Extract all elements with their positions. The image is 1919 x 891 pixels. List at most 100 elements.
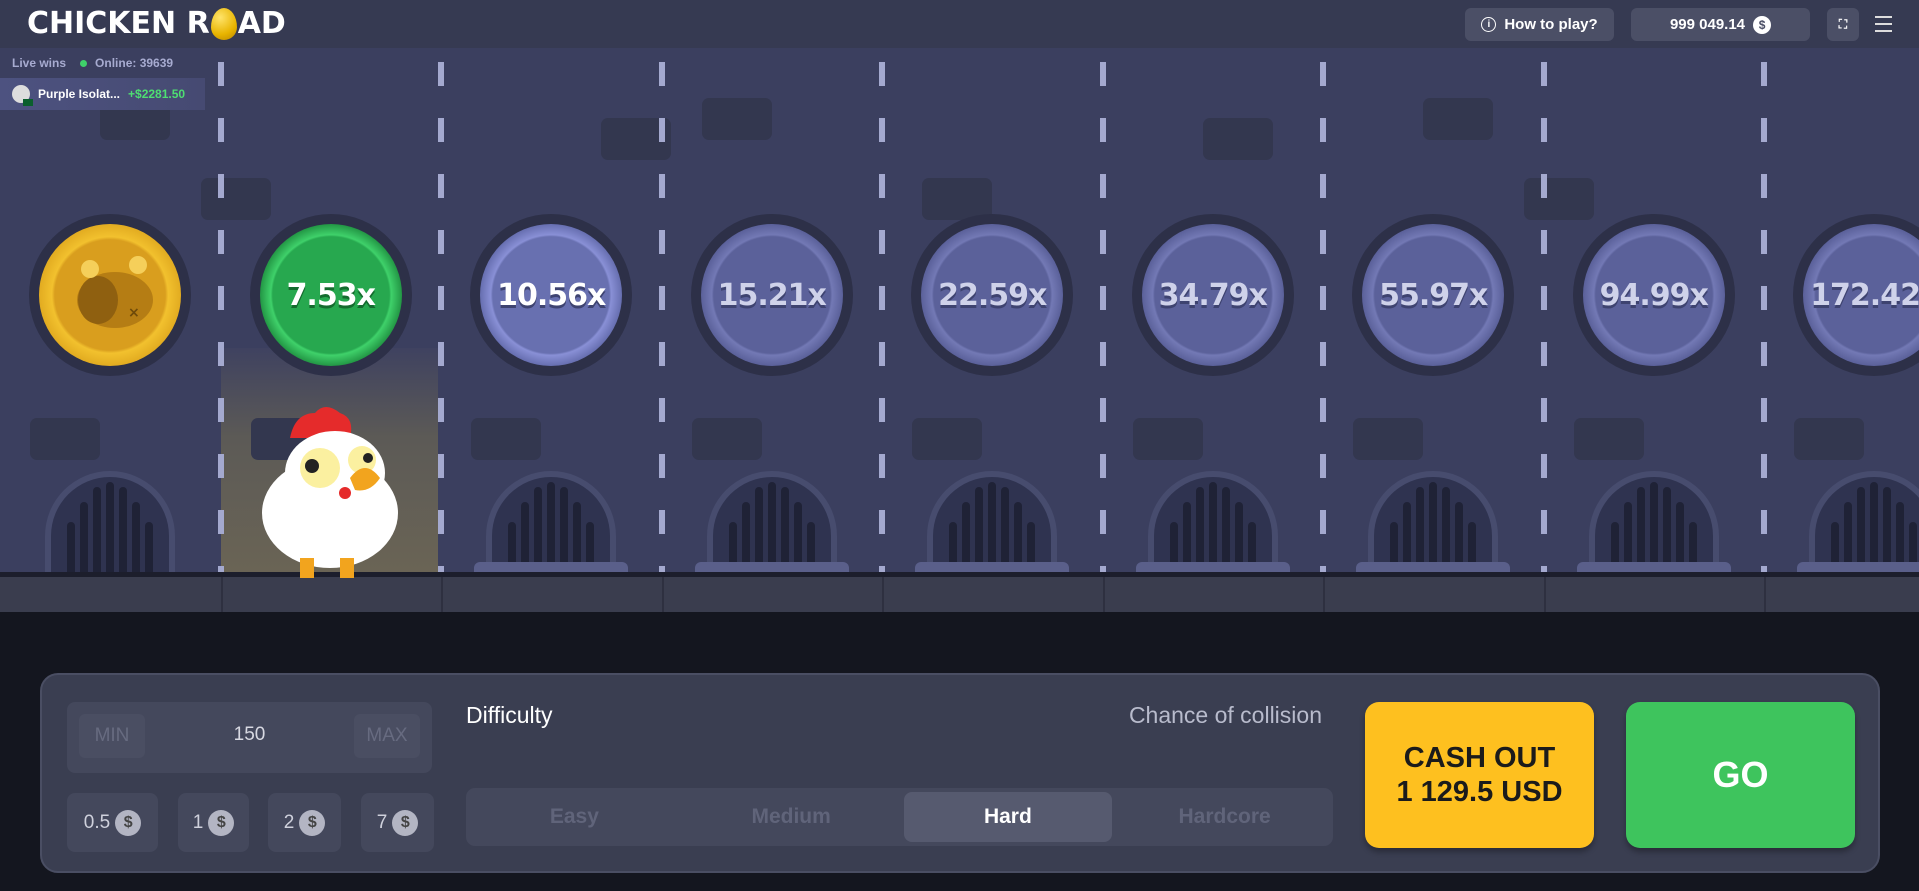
coin-slot: 94.99x [1572,214,1735,376]
roast-chicken-icon: × [77,256,154,328]
wall-brick [922,178,992,220]
max-button[interactable]: MAX [354,714,420,758]
lane-3: 10.56x [441,48,671,572]
difficulty-selector: Easy Medium Hard Hardcore [466,788,1333,846]
win-amount: +$2281.50 [128,87,186,101]
wall-brick [691,418,762,460]
cash-out-label: CASH OUT [1403,742,1556,774]
collected-coin: × [39,224,182,366]
grate-base [1356,562,1511,572]
grate-base [915,562,1070,572]
balance-value: 999 049.14 [1669,16,1746,33]
difficulty-label: Difficulty [466,702,553,728]
wall-brick [1132,418,1203,460]
winner-name: Purple Isolat... [38,87,121,101]
wall-brick [30,418,100,460]
min-button[interactable]: MIN [79,714,145,758]
coin-slot: 34.79x [1131,214,1294,376]
wall-brick [1573,418,1644,460]
wall-brick [1423,98,1493,140]
multiplier-coin: 7.53x [259,224,402,366]
manhole-grate [706,471,837,572]
wall-brick [701,98,772,140]
bet-chip-button[interactable]: 0.5 $ [67,793,158,852]
multiplier-coin: 22.59x [921,224,1064,366]
coin-slot: 55.97x [1352,214,1515,376]
grate-base [1135,562,1290,572]
how-to-play-button[interactable]: i How to play? [1465,8,1614,41]
coin-slot: × [29,214,192,376]
coin-slot: 22.59x [911,214,1074,376]
manhole-grate [45,471,176,572]
curb-segment [1543,577,1765,612]
lane-divider [1761,62,1767,572]
control-panel: MIN 150 MAX 0.5 $1 $2 $7 $ Difficulty Chance… [40,673,1880,873]
lane-divider [217,62,224,572]
lane-6: 34.79x [1103,48,1324,572]
bet-chip-button[interactable]: 2 $ [268,793,341,852]
lane-9: 172.42x [1764,48,1919,572]
online-label: Online: 39639 [95,56,174,70]
how-to-play-label: How to play? [1504,16,1598,33]
manhole-grate [1147,471,1278,572]
wall-brick [1523,178,1594,220]
live-wins-bar: Live wins Online: 39639 [12,56,173,70]
live-wins-label: Live wins [12,56,67,70]
lane-divider [1320,62,1326,572]
dollar-icon: $ [1753,15,1772,34]
wall-brick [912,418,982,460]
coin-slot: 7.53x [249,214,412,376]
header: CHICKEN R AD i How to play? 999 049.14 $ ⛶ [0,0,1919,48]
multiplier-coin: 172.42x [1803,224,1919,366]
bet-chip-button[interactable]: 1 $ [178,793,249,852]
multiplier-coin: 94.99x [1582,224,1725,366]
chip-value: 7 [376,811,388,833]
cash-out-button[interactable]: CASH OUT 1 129.5 USD [1365,702,1594,848]
wall-brick [200,178,271,220]
chip-value: 1 [192,811,204,833]
live-win-item: Purple Isolat... +$2281.50 [0,78,205,110]
difficulty-easy[interactable]: Easy [549,805,599,828]
grate-base [1797,562,1919,572]
bet-value[interactable]: 150 [233,724,266,745]
fullscreen-icon: ⛶ [1838,17,1848,31]
curb-segment [1323,577,1544,612]
lane-5: 22.59x [882,48,1103,572]
game-road: × 7.53x 10.56x 15.21x 22.59x 34.79x 55.97x 94.9… [0,48,1919,612]
wall-brick [1353,418,1423,460]
difficulty-hardcore[interactable]: Hardcore [1178,805,1271,828]
logo: CHICKEN R AD [27,6,286,41]
manhole-grate [1809,471,1919,572]
dollar-icon: $ [115,809,142,836]
dollar-icon: $ [392,809,419,836]
dollar-icon: $ [299,809,326,836]
grate-base [694,562,849,572]
curb-segment [441,577,662,612]
coin-slot: 10.56x [470,214,633,376]
chance-of-collision-label: Chance of collision [1128,702,1322,728]
menu-icon[interactable] [1875,16,1892,37]
curb-segment [220,577,442,612]
info-icon: i [1481,17,1497,32]
egg-icon [210,7,237,40]
multiplier-coin: 15.21x [700,224,843,366]
difficulty-medium[interactable]: Medium [751,805,831,828]
chicken-character [262,407,398,578]
lane-divider [879,62,885,572]
bet-amount-input[interactable]: MIN 150 MAX [67,702,432,773]
wall-brick [1794,418,1864,460]
multiplier-coin[interactable]: 10.56x [480,224,623,366]
coin-slot: 15.21x [690,214,853,376]
curb [0,577,1919,612]
manhole-grate [486,471,617,572]
difficulty-hard[interactable]: Hard [903,792,1113,842]
lane-divider [1540,62,1547,572]
lane-4: 15.21x [662,48,883,572]
chip-value: 0.5 [83,811,111,833]
online-dot-icon [80,60,88,67]
curb-segment [661,577,883,612]
bet-chip-button[interactable]: 7 $ [361,793,434,852]
go-button[interactable]: GO [1626,702,1855,848]
fullscreen-button[interactable]: ⛶ [1827,8,1859,41]
multiplier-coin: 34.79x [1141,224,1284,366]
